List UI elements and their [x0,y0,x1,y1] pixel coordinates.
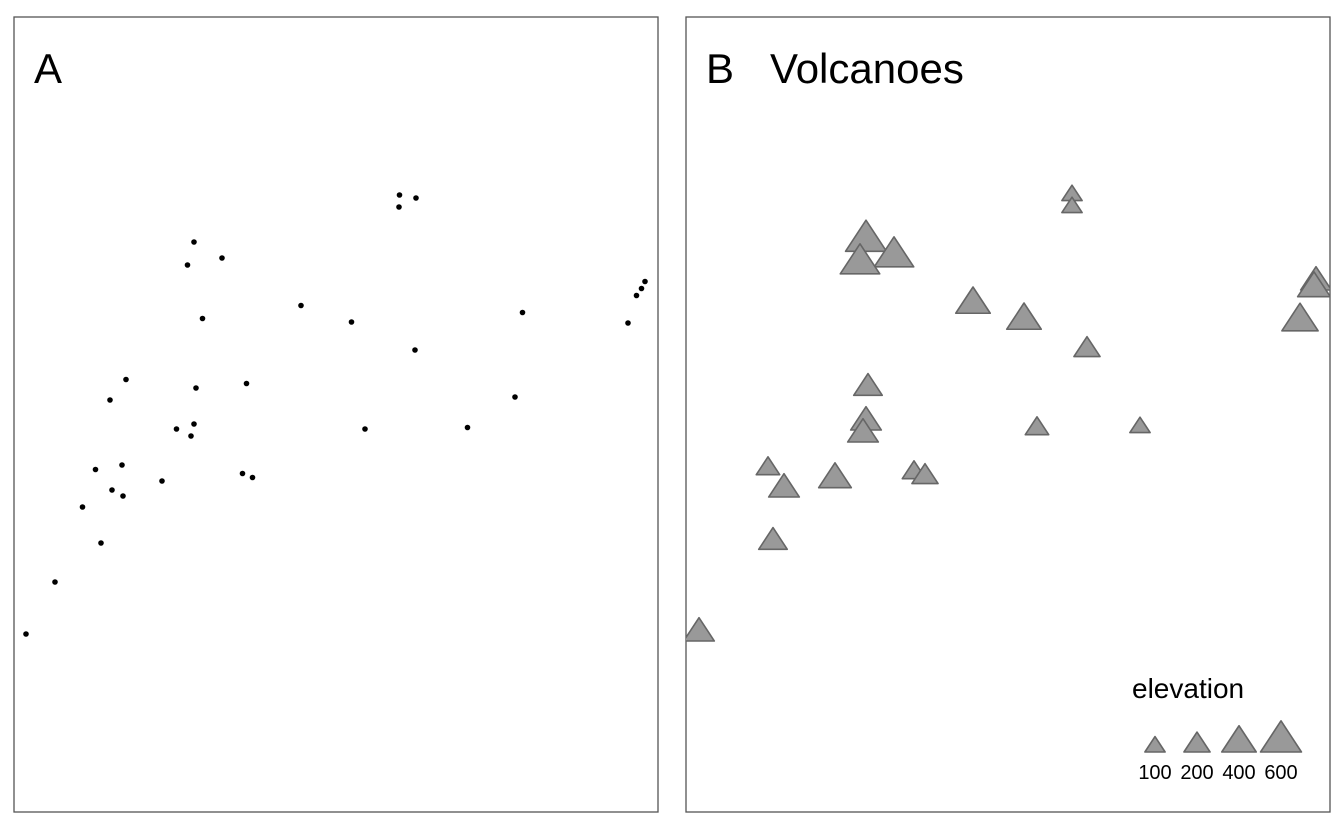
volcano-triangle [1024,416,1050,436]
location-point [633,292,640,299]
panel-a: A [13,16,659,813]
location-point [107,397,113,403]
location-point [412,347,418,353]
location-point [191,421,197,427]
legend-items: 100 200 400 600 [1138,720,1303,784]
location-point [239,470,246,477]
legend-label-600: 600 [1264,762,1297,784]
legend-triangle-400 [1220,724,1258,753]
legend-label-100: 100 [1138,762,1171,784]
location-point [298,302,304,309]
volcano-triangle [755,456,781,476]
volcano-triangle [817,462,853,489]
location-point [464,424,471,431]
volcano-triangle [1281,302,1319,332]
location-point [219,255,225,261]
location-point [396,192,403,198]
legend-triangle-600 [1259,720,1303,753]
location-point [188,433,194,439]
location-point [23,631,29,637]
volcano-triangle [852,372,884,397]
location-point [109,487,115,493]
location-point [396,204,402,210]
location-point [92,466,99,473]
location-point [120,493,126,499]
volcano-triangle [1073,335,1101,358]
location-point [79,504,86,510]
panel-b-frame [685,16,1331,813]
location-point [348,319,355,325]
volcano-triangle [1129,416,1151,434]
location-point [119,462,125,468]
location-point [625,320,631,326]
volcano-triangle [846,417,880,443]
volcano-triangle [757,526,789,551]
volcano-triangle [911,462,939,485]
volcano-triangle [1061,196,1083,214]
legend-title: elevation [1132,673,1244,704]
location-point [413,195,419,201]
location-point [159,478,165,484]
panel-b-title: Volcanoes [770,45,964,92]
panel-a-label: A [34,45,62,92]
location-point [52,579,58,585]
volcano-triangle [839,243,881,275]
volcano-triangle [873,236,915,268]
legend-triangle-200 [1183,731,1211,753]
elevation-legend: elevation 100 200 400 600 [1132,673,1303,784]
volcano-triangle [954,286,992,315]
location-point [362,426,368,432]
location-point [249,474,256,481]
location-point [193,385,199,391]
location-point [199,315,206,322]
location-point [98,540,104,546]
panel-b-volcanoes [686,184,1330,642]
location-point [184,262,191,268]
legend-triangle-100 [1144,735,1166,753]
legend-label-400: 400 [1222,762,1255,784]
volcano-triangle [844,219,888,253]
location-point [512,394,518,400]
location-point [173,426,180,432]
panel-b: B Volcanoes elevation 100 200 400 600 [685,16,1331,813]
panel-a-frame [13,16,659,813]
volcano-triangle [686,616,716,642]
location-point [243,380,250,387]
volcano-triangle [1005,302,1043,331]
location-point [638,285,645,292]
location-point [519,309,526,316]
panel-a-points [23,192,648,637]
volcano-triangle [1296,271,1330,298]
location-point [191,239,197,245]
panel-b-label: B [706,45,734,92]
volcano-triangle [767,472,801,498]
legend-label-200: 200 [1180,762,1213,784]
location-point [123,376,129,383]
location-point [642,278,648,285]
